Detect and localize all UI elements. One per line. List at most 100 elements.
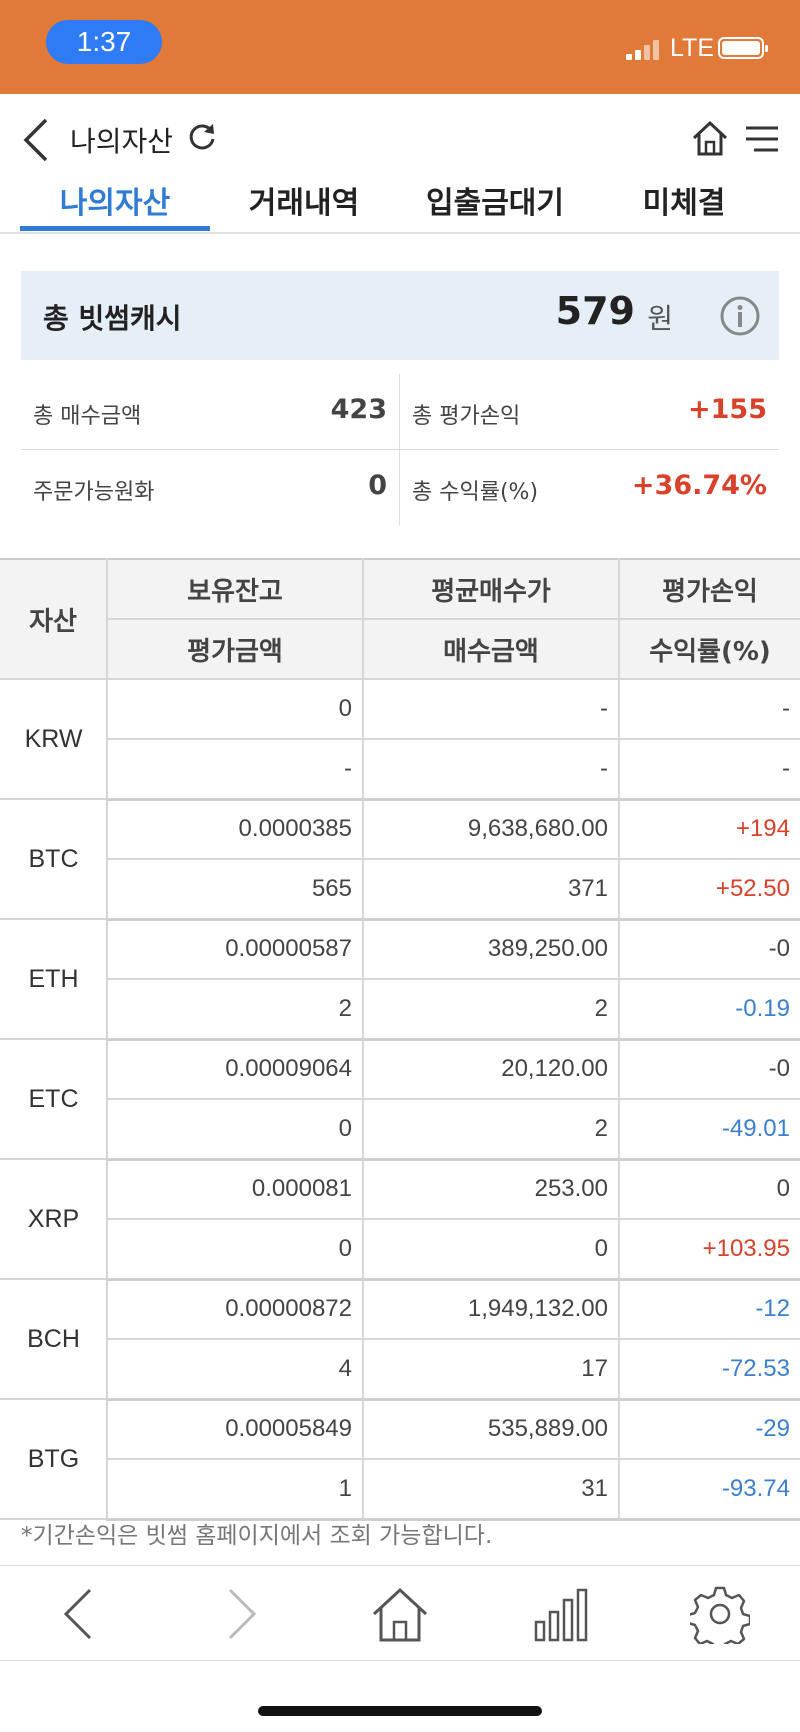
header-eval-amount: 평가금액 (106, 618, 364, 680)
eval-amount: 0 (106, 1098, 364, 1161)
info-icon[interactable] (719, 295, 761, 337)
table-row[interactable]: XRP 0.000081 253.00 0 (0, 1158, 800, 1280)
table-row[interactable]: --- (0, 738, 800, 801)
header-asset: 자산 (0, 558, 108, 680)
table-row[interactable]: ETC 0.00009064 20,120.00 -0 (0, 1038, 800, 1160)
table-row[interactable]: BTC 0.0000385 9,638,680.00 +194 (0, 798, 800, 920)
eval-profit-loss: -29 (618, 1398, 800, 1460)
status-bar: 1:37 LTE (0, 0, 800, 94)
holding-balance: 0 (106, 678, 364, 740)
tab-my-assets[interactable]: 나의자산 (59, 186, 171, 221)
table-row[interactable]: 0 2 -49.01 (0, 1098, 800, 1161)
page-title: 나의자산 (70, 125, 174, 158)
header-buy-amount: 매수금액 (362, 618, 620, 680)
buy-amount: 31 (362, 1458, 620, 1521)
return-rate: -93.74 (618, 1458, 800, 1521)
table-row[interactable]: BCH 0.00000872 1,949,132.00 -12 (0, 1278, 800, 1400)
table-row[interactable]: 565 371 +52.50 (0, 858, 800, 921)
buy-amount: 0 (362, 1218, 620, 1281)
total-return-value: +36.74% (631, 470, 767, 501)
average-buy-price: 535,889.00 (362, 1398, 620, 1460)
home-icon[interactable] (370, 1584, 430, 1644)
return-rate: -0.19 (618, 978, 800, 1041)
table-row[interactable]: KRW 0- - (0, 678, 800, 800)
total-cash-value: 579 (555, 289, 635, 333)
return-rate: - (618, 738, 800, 801)
eval-profit-loss: -12 (618, 1278, 800, 1340)
average-buy-price: 1,949,132.00 (362, 1278, 620, 1340)
asset-table: 자산 보유잔고 평균매수가 평가손익 평가금액 매수금액 수익률(%) KRW 0… (0, 558, 800, 1521)
chart-icon[interactable] (530, 1584, 590, 1644)
holding-balance: 0.00000587 (106, 918, 364, 980)
buy-amount: - (362, 738, 620, 801)
tab-unfilled-orders[interactable]: 미체결 (642, 186, 726, 221)
active-tab-indicator (20, 226, 210, 231)
forward-icon[interactable] (210, 1584, 270, 1644)
buy-amount: 371 (362, 858, 620, 921)
tab-trade-history[interactable]: 거래내역 (248, 186, 360, 221)
asset-symbol: KRW (0, 678, 108, 800)
table-row[interactable]: ETH 0.00000587 389,250.00 -0 (0, 918, 800, 1040)
eval-profit-loss: -0 (618, 1038, 800, 1100)
asset-symbol: XRP (0, 1158, 108, 1280)
back-icon[interactable] (50, 1584, 110, 1644)
table-row[interactable]: 4 17 -72.53 (0, 1338, 800, 1401)
holding-balance: 0.0000385 (106, 798, 364, 860)
asset-symbol: ETH (0, 918, 108, 1040)
buy-amount: 17 (362, 1338, 620, 1401)
network-label: LTE (670, 34, 714, 62)
holding-balance: 0.000081 (106, 1158, 364, 1220)
table-row[interactable]: 0 0 +103.95 (0, 1218, 800, 1281)
holding-balance: 0.00005849 (106, 1398, 364, 1460)
eval-amount: 0 (106, 1218, 364, 1281)
table-row[interactable]: BTG 0.00005849 535,889.00 -29 (0, 1398, 800, 1520)
menu-icon[interactable] (744, 124, 780, 154)
eval-amount: - (106, 738, 364, 801)
eval-profit-loss: +194 (618, 798, 800, 860)
return-rate: -72.53 (618, 1338, 800, 1401)
refresh-icon[interactable] (186, 120, 218, 152)
orderable-krw-label: 주문가능원화 (33, 480, 155, 505)
nav-bar: 나의자산 (0, 94, 800, 182)
total-pl-label: 총 평가손익 (412, 404, 521, 429)
asset-symbol: BCH (0, 1278, 108, 1400)
home-icon[interactable] (690, 118, 730, 158)
average-buy-price: 20,120.00 (362, 1038, 620, 1100)
header-return-rate: 수익률(%) (618, 618, 800, 680)
table-row[interactable]: 1 31 -93.74 (0, 1458, 800, 1521)
battery-icon (718, 37, 768, 59)
eval-amount: 2 (106, 978, 364, 1041)
average-buy-price: 389,250.00 (362, 918, 620, 980)
footnote: *기간손익은 빗썸 홈페이지에서 조회 가능합니다. (21, 1523, 493, 1549)
average-buy-price: - (362, 678, 620, 740)
back-icon[interactable] (18, 114, 54, 166)
buy-amount: 2 (362, 1098, 620, 1161)
return-rate: -49.01 (618, 1098, 800, 1161)
return-rate: +52.50 (618, 858, 800, 921)
table-row[interactable]: 2 2 -0.19 (0, 978, 800, 1041)
orderable-krw-value: 0 (368, 470, 387, 501)
signal-icon (626, 38, 664, 60)
buy-amount: 2 (362, 978, 620, 1041)
asset-summary: 총 매수금액 423 총 평가손익 +155 주문가능원화 0 총 수익률(%)… (21, 374, 779, 525)
total-buy-value: 423 (330, 394, 387, 425)
average-buy-price: 253.00 (362, 1158, 620, 1220)
eval-profit-loss: -0 (618, 918, 800, 980)
total-cash-box: 총 빗썸캐시 579 원 (21, 271, 779, 360)
average-buy-price: 9,638,680.00 (362, 798, 620, 860)
home-indicator[interactable] (258, 1706, 542, 1716)
tab-deposit-pending[interactable]: 입출금대기 (426, 186, 564, 221)
eval-amount: 4 (106, 1338, 364, 1401)
eval-profit-loss: - (618, 678, 800, 740)
asset-symbol: BTG (0, 1398, 108, 1520)
total-buy-label: 총 매수금액 (33, 404, 142, 429)
header-avg-price: 평균매수가 (362, 558, 620, 620)
bottom-nav (0, 1565, 800, 1661)
tab-bar: 나의자산 거래내역 입출금대기 미체결 (0, 182, 800, 234)
asset-symbol: BTC (0, 798, 108, 920)
eval-amount: 1 (106, 1458, 364, 1521)
settings-icon[interactable] (690, 1584, 750, 1644)
total-return-label: 총 수익률(%) (412, 480, 539, 505)
status-time: 1:37 (46, 20, 162, 64)
return-rate: +103.95 (618, 1218, 800, 1281)
